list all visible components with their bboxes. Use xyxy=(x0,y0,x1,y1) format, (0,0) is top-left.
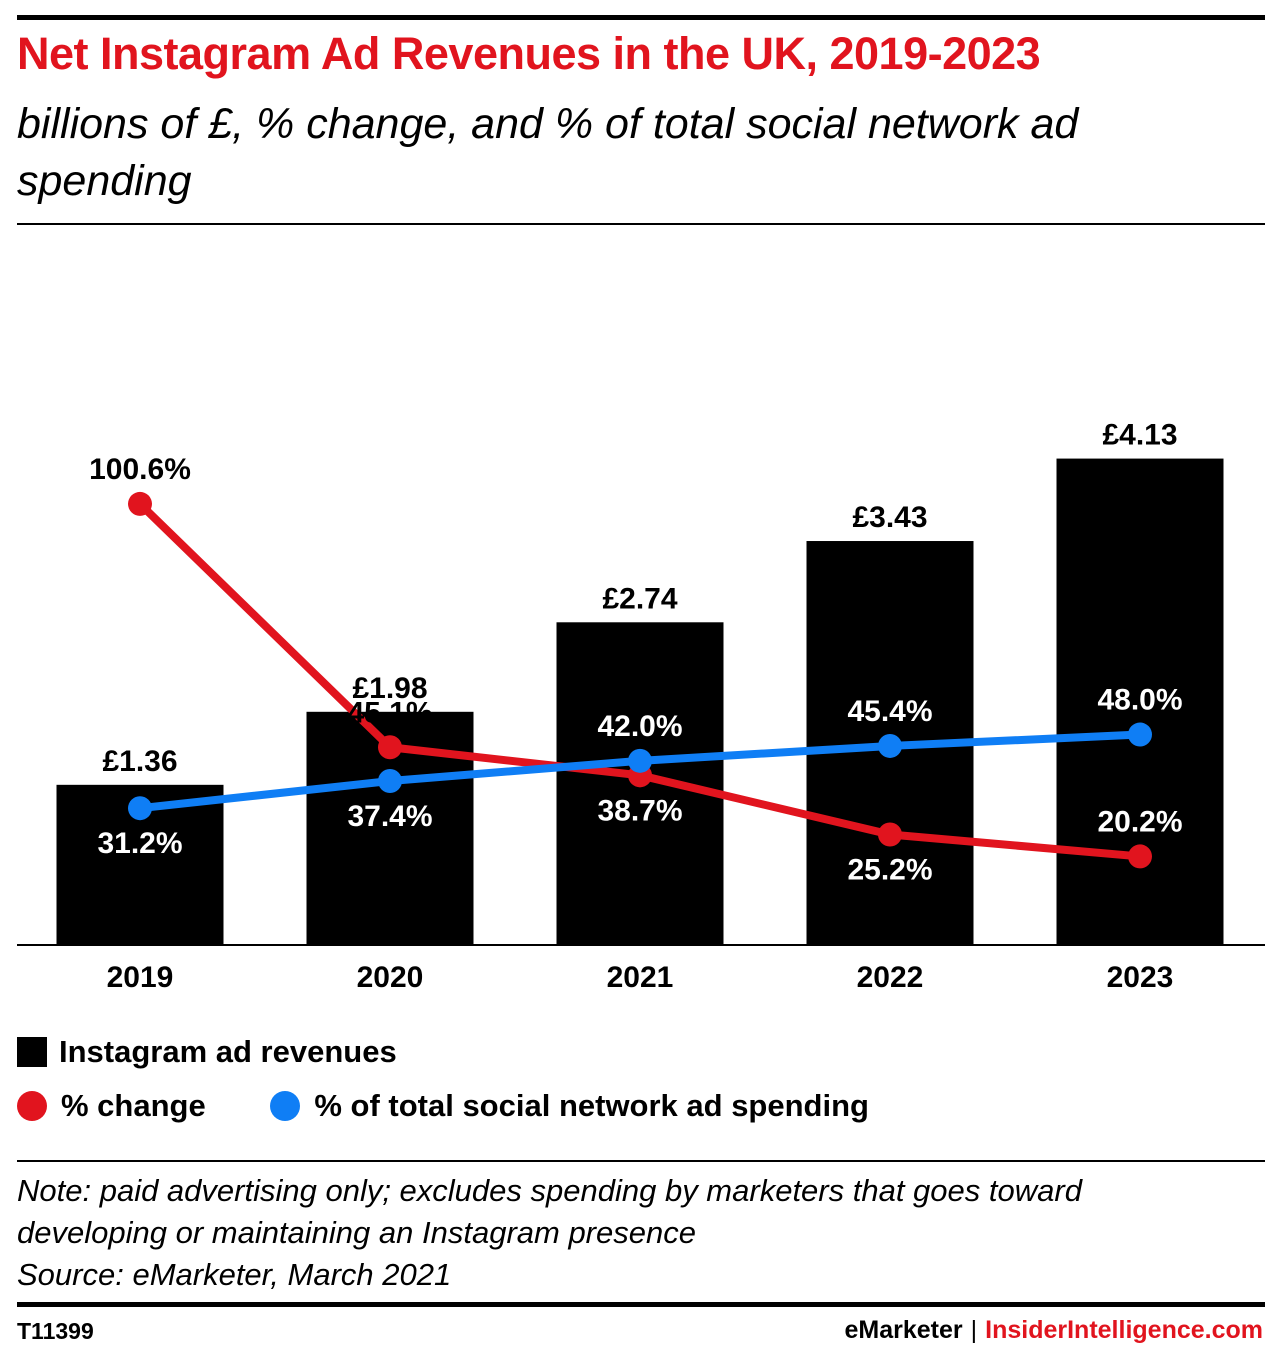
share-point-2021 xyxy=(628,748,652,773)
chart-title: Net Instagram Ad Revenues in the UK, 201… xyxy=(17,28,1041,79)
top-rule xyxy=(17,15,1265,20)
change-point-2019 xyxy=(128,491,152,516)
change-label-2022: 25.2% xyxy=(847,854,932,887)
legend-swatch-share xyxy=(270,1091,301,1121)
legend-label-revenues: Instagram ad revenues xyxy=(59,1034,397,1069)
x-tick-2022: 2022 xyxy=(857,961,924,994)
share-label-2021: 42.0% xyxy=(597,710,682,743)
legend-row-1: Instagram ad revenues xyxy=(17,1034,397,1075)
change-label-2021: 38.7% xyxy=(597,794,682,827)
brand-separator: | xyxy=(970,1316,978,1344)
bar-label-2023: £4.13 xyxy=(1102,419,1177,452)
x-ticks-group: 2019 2020 2021 2022 2023 xyxy=(107,961,1174,994)
share-point-2023 xyxy=(1128,722,1152,747)
notes-divider xyxy=(17,1160,1265,1162)
legend-label-change: % change xyxy=(61,1088,206,1123)
legend-swatch-revenues xyxy=(17,1037,47,1067)
brand-emarketer: eMarketer xyxy=(844,1316,963,1344)
change-label-2020: 45.1% xyxy=(347,696,432,729)
change-point-2020 xyxy=(378,735,402,760)
share-label-2020: 37.4% xyxy=(347,800,432,833)
x-tick-2019: 2019 xyxy=(107,961,174,994)
bar-label-2022: £3.43 xyxy=(852,501,927,534)
bar-label-2021: £2.74 xyxy=(602,582,677,615)
change-point-2023 xyxy=(1128,844,1152,869)
x-tick-2020: 2020 xyxy=(357,961,424,994)
x-tick-2023: 2023 xyxy=(1107,961,1174,994)
legend-item-share: % of total social network ad spending xyxy=(270,1088,869,1124)
legend-label-share: % of total social network ad spending xyxy=(314,1088,869,1123)
notes: Note: paid advertising only; excludes sp… xyxy=(17,1170,1082,1296)
title-divider xyxy=(17,223,1265,225)
change-label-2023: 20.2% xyxy=(1097,805,1182,838)
bar-label-2019: £1.36 xyxy=(102,745,177,778)
note-line-1: Note: paid advertising only; excludes sp… xyxy=(17,1173,1082,1208)
bottom-rule xyxy=(17,1302,1265,1307)
lines-group xyxy=(128,491,1152,869)
share-point-2022 xyxy=(878,733,902,758)
legend-swatch-change xyxy=(17,1091,47,1121)
legend-item-revenues: Instagram ad revenues xyxy=(17,1034,397,1070)
change-label-2019: 100.6% xyxy=(89,453,191,486)
bar-label-2020: £1.98 xyxy=(352,672,427,705)
line-labels-group: 100.6% 45.1% 38.7% 25.2% 20.2% 31.2% 37.4% 42.0… xyxy=(89,453,1182,887)
chart-id: T11399 xyxy=(17,1318,94,1344)
revenue-chart: £1.36£1.98£2.74£3.43£4.13 2019 2020 2021 20… xyxy=(17,419,1265,994)
legend-item-change: % change xyxy=(17,1088,206,1124)
brand-footer: eMarketer | InsiderIntelligence.com xyxy=(845,1316,1264,1345)
brand-insider-intelligence: InsiderIntelligence.com xyxy=(985,1316,1263,1344)
bars-group xyxy=(56,458,1224,945)
share-label-2022: 45.4% xyxy=(847,695,932,728)
source-line: Source: eMarketer, March 2021 xyxy=(17,1257,452,1292)
x-tick-2021: 2021 xyxy=(607,961,674,994)
share-label-2019: 31.2% xyxy=(97,827,182,860)
bar-labels-group: £1.36 £1.98 £2.74 £3.43 £4.13 xyxy=(102,419,1177,778)
chart-subtitle: billions of £, % change, and % of total … xyxy=(17,100,1079,205)
share-point-2020 xyxy=(378,769,402,794)
change-point-2022 xyxy=(878,822,902,847)
note-line-2: developing or maintaining an Instagram p… xyxy=(17,1215,696,1250)
share-label-2023: 48.0% xyxy=(1097,684,1182,717)
legend-row-2: % change % of total social network ad sp… xyxy=(17,1088,869,1129)
share-point-2019 xyxy=(128,796,152,821)
